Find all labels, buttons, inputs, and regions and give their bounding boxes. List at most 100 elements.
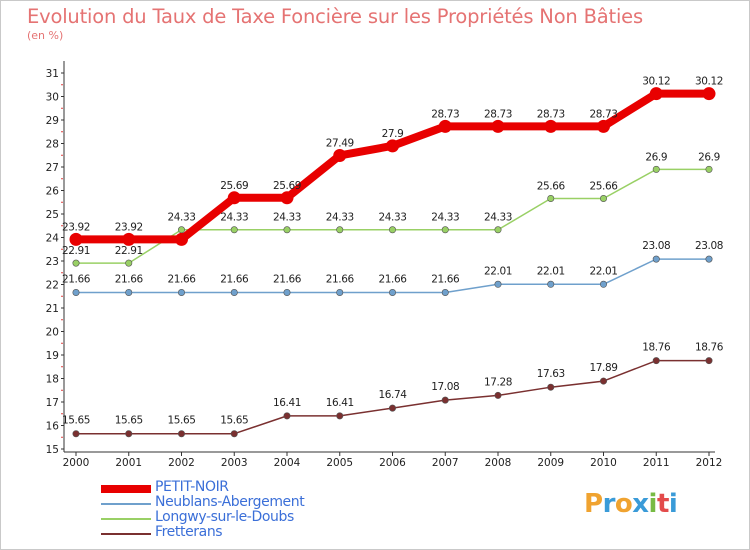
data-label-neublans-abergement: 21.66: [326, 273, 355, 285]
data-label-fretterans: 17.89: [589, 362, 617, 374]
legend-label: Neublans-Abergement: [155, 494, 305, 510]
data-point-neublans-abergement: [652, 255, 660, 263]
logo-letter: i: [648, 489, 658, 519]
data-point-neublans-abergement: [283, 288, 291, 296]
y-tick-label: 29: [46, 115, 59, 127]
data-point-fretterans: [705, 357, 713, 365]
data-point-neublans-abergement: [494, 280, 502, 288]
data-label-fretterans: 16.41: [273, 397, 301, 409]
x-tick-label: 2012: [696, 457, 723, 469]
x-tick-label: 2011: [643, 457, 670, 469]
data-point-neublans-abergement: [336, 288, 344, 296]
data-point-petit-noir: [438, 119, 452, 133]
data-label-neublans-abergement: 21.66: [167, 273, 196, 285]
logo-letter: i: [668, 489, 678, 519]
data-label-neublans-abergement: 21.66: [220, 273, 249, 285]
data-point-longwy-sur-le-doubs: [599, 194, 607, 202]
y-tick-label: 30: [46, 92, 59, 104]
x-tick-label: 2007: [432, 457, 459, 469]
y-tick-label: 15: [46, 444, 59, 456]
data-label-fretterans: 16.74: [378, 389, 407, 401]
data-label-petit-noir: 30.12: [695, 76, 723, 88]
data-point-petit-noir: [333, 148, 347, 162]
data-point-fretterans: [652, 357, 660, 365]
data-label-fretterans: 15.65: [115, 415, 143, 427]
data-label-neublans-abergement: 21.66: [431, 273, 460, 285]
data-label-neublans-abergement: 23.08: [642, 240, 670, 252]
data-label-longwy-sur-le-doubs: 24.33: [326, 212, 354, 224]
data-point-petit-noir: [702, 87, 716, 101]
y-tick-label: 26: [46, 186, 60, 198]
data-point-fretterans: [388, 404, 396, 412]
data-point-neublans-abergement: [599, 280, 607, 288]
data-point-fretterans: [547, 383, 555, 391]
data-point-neublans-abergement: [441, 288, 449, 296]
data-label-longwy-sur-le-doubs: 24.33: [220, 212, 248, 224]
data-point-longwy-sur-le-doubs: [72, 259, 80, 267]
legend-label: Fretterans: [155, 524, 223, 540]
data-point-neublans-abergement: [705, 255, 713, 263]
data-point-fretterans: [599, 377, 607, 385]
data-point-neublans-abergement: [178, 288, 186, 296]
data-point-neublans-abergement: [72, 288, 80, 296]
data-label-petit-noir: 23.92: [62, 221, 90, 233]
data-point-fretterans: [441, 396, 449, 404]
y-tick-label: 22: [46, 280, 59, 292]
data-point-petit-noir: [491, 119, 505, 133]
data-label-neublans-abergement: 22.01: [537, 265, 565, 277]
y-tick-label: 31: [46, 68, 59, 80]
data-label-petit-noir: 27.49: [326, 137, 354, 149]
data-point-fretterans: [494, 391, 502, 399]
y-tick-label: 23: [46, 256, 59, 268]
data-point-petit-noir: [175, 232, 188, 246]
logo-letter: x: [632, 489, 649, 519]
data-label-fretterans: 16.41: [326, 397, 354, 409]
data-label-longwy-sur-le-doubs: 25.66: [537, 180, 566, 192]
data-label-petit-noir: 28.73: [537, 108, 565, 120]
y-tick-label: 25: [46, 209, 59, 221]
data-label-petit-noir: 23.92: [115, 221, 143, 233]
y-tick-label: 18: [46, 374, 59, 386]
data-label-petit-noir: 28.73: [589, 108, 617, 120]
data-point-longwy-sur-le-doubs: [494, 226, 502, 234]
data-point-neublans-abergement: [125, 288, 133, 296]
x-tick-label: 2010: [590, 457, 617, 469]
data-label-longwy-sur-le-doubs: 26.9: [698, 151, 720, 163]
data-point-longwy-sur-le-doubs: [336, 226, 344, 234]
logo-letter: o: [614, 489, 633, 519]
data-label-neublans-abergement: 22.01: [484, 265, 512, 277]
data-point-neublans-abergement: [547, 280, 555, 288]
data-label-fretterans: 15.65: [62, 415, 90, 427]
y-tick-label: 20: [46, 327, 59, 339]
y-tick-label: 17: [46, 397, 59, 409]
legend-swatch: [101, 503, 151, 505]
data-label-petit-noir: 27.9: [382, 128, 404, 140]
data-label-longwy-sur-le-doubs: 24.33: [484, 212, 512, 224]
chart-title: Evolution du Taux de Taxe Foncière sur l…: [27, 5, 643, 28]
data-point-petit-noir: [122, 232, 136, 246]
y-tick-label: 24: [46, 233, 60, 245]
data-label-longwy-sur-le-doubs: 24.33: [431, 212, 459, 224]
y-tick-label: 16: [46, 421, 60, 433]
x-tick-label: 2005: [326, 457, 353, 469]
data-point-petit-noir: [597, 119, 610, 133]
data-label-petit-noir: 28.73: [484, 108, 512, 120]
data-label-neublans-abergement: 21.66: [273, 273, 302, 285]
x-tick-label: 2009: [537, 457, 564, 469]
data-label-petit-noir: 25.69: [220, 180, 248, 192]
data-label-neublans-abergement: 21.66: [378, 273, 407, 285]
data-point-fretterans: [178, 430, 186, 438]
legend-label: Longwy-sur-le-Doubs: [155, 509, 294, 525]
y-tick-label: 27: [46, 162, 59, 174]
data-point-longwy-sur-le-doubs: [283, 226, 291, 234]
data-label-neublans-abergement: 21.66: [115, 273, 144, 285]
data-point-fretterans: [283, 412, 291, 420]
data-point-longwy-sur-le-doubs: [705, 165, 713, 173]
data-point-longwy-sur-le-doubs: [230, 226, 238, 234]
data-point-longwy-sur-le-doubs: [441, 226, 449, 234]
data-point-fretterans: [336, 412, 344, 420]
legend-swatch: [101, 485, 151, 493]
x-tick-label: 2006: [379, 457, 406, 469]
